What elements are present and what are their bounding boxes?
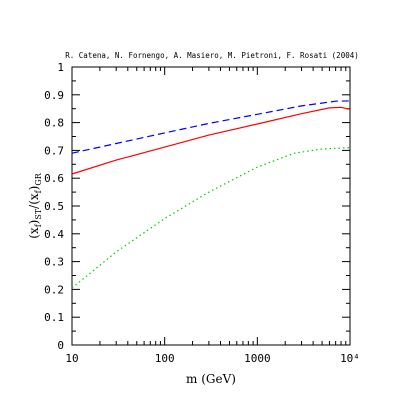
y-label-sub3: f <box>34 189 43 193</box>
series-line-dotted <box>71 147 351 289</box>
y-tick-label: 1 <box>57 61 64 74</box>
y-label-mid2: /(x <box>27 193 41 209</box>
y-tick-label: 0.7 <box>44 144 64 157</box>
tick-labels: 0 0.1 0.2 0.3 0.4 0.5 0.6 0.7 0.8 0.9 1 10 100 1000 10… <box>44 61 360 365</box>
series-group <box>71 100 351 289</box>
axis-ticks <box>71 66 351 346</box>
plot-frame <box>71 66 351 346</box>
y-label-sub2: ST <box>34 208 43 219</box>
y-tick-label: 0.2 <box>44 283 64 296</box>
y-label-base: (x <box>27 227 41 239</box>
y-label-mid1: ) <box>27 220 41 225</box>
y-label-mid3: ) <box>27 186 41 191</box>
y-label-sub4: GR <box>34 172 43 185</box>
y-axis-label: (xf)ST/(xf)GR <box>27 172 43 238</box>
y-label-sub1: f <box>34 223 43 227</box>
x-tick-label: 10 <box>65 352 78 365</box>
series-line-dashed <box>71 100 351 154</box>
x-tick-label: 10⁴ <box>340 352 360 365</box>
x-tick-label: 100 <box>155 352 175 365</box>
y-tick-label: 0.9 <box>44 89 64 102</box>
y-tick-label: 0.4 <box>44 228 64 241</box>
y-tick-label: 0.1 <box>44 311 64 324</box>
x-axis-label: m (GeV) <box>186 372 236 386</box>
y-tick-label: 0.5 <box>44 200 64 213</box>
chart-annotation: R. Catena, N. Fornengo, A. Masiero, M. P… <box>65 51 359 60</box>
y-tick-label: 0.6 <box>44 172 64 185</box>
series-line-solid <box>71 106 351 175</box>
y-tick-label: 0.3 <box>44 256 64 269</box>
y-tick-label: 0 <box>57 339 64 352</box>
x-tick-label: 1000 <box>244 352 271 365</box>
y-tick-label: 0.8 <box>44 117 64 130</box>
